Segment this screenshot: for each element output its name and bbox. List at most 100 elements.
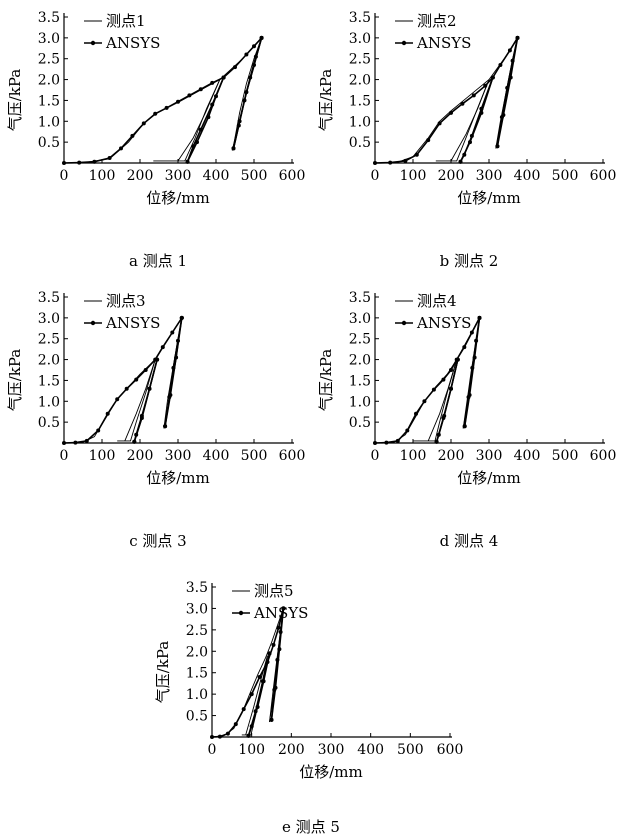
y-tick-label: 2.5 — [349, 52, 371, 68]
y-tick-label: 1.0 — [186, 687, 208, 703]
x-axis-label: 位移/mm — [457, 189, 521, 207]
data-point — [214, 94, 218, 99]
x-tick-label: 0 — [371, 448, 380, 464]
data-point — [134, 377, 139, 382]
x-tick-label: 400 — [514, 448, 541, 464]
data-point — [210, 80, 215, 85]
y-tick-label: 3.5 — [38, 290, 60, 306]
y-tick-label: 1.5 — [38, 373, 60, 389]
series-1-measured — [63, 37, 263, 164]
data-point — [490, 75, 495, 80]
data-point — [267, 651, 272, 656]
data-point — [163, 424, 168, 429]
x-axis-label: 位移/mm — [146, 469, 210, 487]
data-point — [244, 52, 249, 57]
data-point — [271, 642, 276, 647]
data-point — [237, 119, 242, 124]
data-point — [426, 138, 431, 143]
data-point — [498, 63, 503, 67]
x-tick-label: 500 — [241, 448, 268, 464]
data-point — [269, 717, 274, 722]
data-point — [155, 357, 160, 362]
y-axis-label: 气压/kPa — [317, 349, 335, 412]
y-tick-label: 1.5 — [186, 666, 208, 682]
y-tick-label: 1.0 — [349, 394, 371, 410]
x-tick-label: 100 — [89, 168, 116, 184]
data-point — [277, 647, 282, 652]
x-tick-label: 500 — [552, 448, 579, 464]
data-point — [259, 35, 264, 40]
data-point — [501, 113, 506, 117]
series-1-measured — [374, 317, 480, 444]
x-tick-label: 300 — [476, 448, 503, 464]
x-tick-label: 400 — [514, 168, 541, 184]
data-point — [449, 368, 453, 372]
y-tick-label: 2.5 — [38, 52, 60, 68]
y-axis-label: 气压/kPa — [317, 69, 335, 132]
data-point — [170, 330, 175, 335]
data-point — [477, 315, 482, 320]
y-tick-label: 3.5 — [186, 580, 208, 596]
y-tick-label: 2.0 — [38, 353, 60, 369]
data-point — [273, 685, 278, 690]
y-tick-label: 3.0 — [38, 31, 60, 47]
data-point — [221, 75, 226, 80]
legend-label-ansys: ANSYS — [416, 314, 471, 332]
y-tick-label: 3.5 — [349, 10, 371, 26]
x-tick-label: 400 — [357, 742, 384, 758]
data-point — [441, 377, 446, 382]
series-line — [124, 359, 156, 442]
data-point — [507, 48, 512, 53]
y-tick-label: 1.0 — [38, 114, 60, 130]
data-point — [434, 439, 439, 444]
series-line — [177, 79, 221, 162]
legend-marker-ansys — [238, 610, 244, 616]
y-tick-label: 3.0 — [349, 311, 371, 327]
data-point — [483, 83, 488, 88]
series-line — [241, 655, 268, 736]
data-point — [257, 675, 262, 679]
data-point — [249, 692, 254, 697]
legend-label-measured: 测点4 — [417, 292, 457, 310]
data-point — [73, 440, 78, 445]
series-1-measured — [211, 608, 284, 738]
data-point — [231, 146, 236, 151]
data-point — [241, 707, 246, 712]
data-point — [458, 159, 463, 164]
y-tick-label: 3.5 — [38, 10, 60, 26]
data-point — [388, 160, 393, 165]
series-2-ansys — [62, 315, 184, 445]
data-point — [141, 121, 146, 126]
legend-label-ansys: ANSYS — [105, 314, 160, 332]
y-tick-label: 1.5 — [349, 373, 371, 389]
data-point — [62, 441, 66, 445]
data-point — [179, 315, 184, 320]
data-point — [437, 121, 442, 126]
series-line — [247, 653, 271, 736]
x-tick-label: 0 — [208, 742, 217, 758]
x-tick-label: 100 — [89, 448, 116, 464]
data-point — [384, 440, 389, 445]
series-line — [459, 77, 494, 163]
legend-marker-ansys — [401, 320, 407, 326]
data-point — [405, 428, 410, 433]
data-point — [252, 44, 256, 49]
legend-label-measured: 测点2 — [417, 12, 457, 30]
data-point — [246, 733, 251, 738]
data-point — [460, 101, 465, 106]
data-point — [449, 386, 453, 391]
data-point — [168, 393, 173, 397]
data-point — [174, 355, 179, 360]
y-tick-label: 2.0 — [38, 73, 60, 89]
series-2-ansys — [210, 606, 286, 739]
y-tick-label: 0.5 — [349, 135, 371, 151]
x-tick-label: 600 — [279, 168, 306, 184]
data-point — [441, 416, 446, 420]
data-point — [468, 140, 472, 145]
series-line — [63, 37, 263, 164]
data-point — [281, 606, 286, 611]
data-point — [206, 115, 211, 120]
y-tick-label: 3.5 — [349, 290, 371, 306]
x-tick-label: 200 — [127, 448, 154, 464]
